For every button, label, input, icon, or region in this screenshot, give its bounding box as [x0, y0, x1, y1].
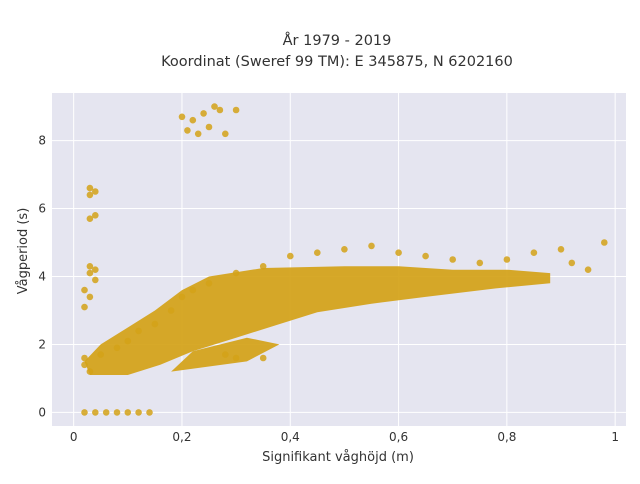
y-tick-label: 0: [38, 405, 46, 419]
data-point: [167, 307, 175, 314]
data-point: [530, 249, 538, 256]
data-point: [92, 409, 99, 416]
y-tick-label: 4: [38, 269, 46, 283]
data-point: [368, 242, 375, 250]
data-point: [476, 259, 484, 267]
data-point: [211, 103, 218, 110]
data-point: [232, 106, 240, 114]
scatter-points: [81, 103, 608, 416]
data-point: [222, 351, 229, 358]
y-tick-label: 6: [38, 202, 46, 216]
data-point: [259, 354, 267, 362]
x-axis-title: Signifikant våghöjd (m): [262, 450, 414, 465]
data-point: [86, 191, 94, 199]
data-point: [189, 116, 197, 124]
data-point: [97, 351, 104, 358]
data-point: [124, 409, 132, 416]
data-point: [102, 409, 110, 416]
plot-area: [52, 93, 626, 426]
x-tick-label: 0,6: [389, 430, 408, 444]
data-point: [81, 361, 88, 369]
data-point: [81, 409, 88, 416]
data-point: [86, 269, 94, 277]
data-point: [314, 249, 321, 256]
data-point: [151, 320, 159, 328]
data-point: [449, 256, 457, 263]
data-point: [422, 252, 429, 260]
data-point: [86, 215, 94, 222]
data-point: [216, 106, 224, 114]
point-cloud-main: [84, 266, 551, 375]
data-point: [287, 252, 294, 260]
x-tick-label: 1: [611, 430, 619, 444]
data-point: [189, 286, 197, 294]
data-point: [92, 188, 99, 195]
data-point: [259, 263, 267, 270]
data-point: [178, 293, 186, 301]
y-tick-label: 8: [38, 134, 46, 148]
data-point: [146, 409, 153, 416]
data-point: [178, 113, 186, 121]
chart-title-line2: Koordinat (Sweref 99 TM): E 345875, N 62…: [161, 54, 513, 70]
data-point: [92, 276, 99, 284]
data-point: [81, 354, 88, 362]
y-axis-title: Vågperiod (s): [16, 208, 31, 295]
data-point: [584, 266, 592, 274]
data-point: [81, 286, 88, 294]
data-point: [92, 266, 99, 274]
data-point: [81, 303, 88, 311]
tick-labels: 0 0,2 0,4 0,6 0,8 1 0 2 4 6 8: [38, 134, 619, 444]
data-point: [135, 327, 142, 335]
data-point: [135, 409, 142, 416]
data-point: [184, 127, 191, 134]
data-point: [205, 280, 213, 287]
data-point: [86, 184, 94, 192]
x-tick-label: 0,8: [497, 430, 516, 444]
data-point: [113, 409, 121, 416]
data-point: [92, 212, 99, 219]
x-tick-label: 0,4: [281, 430, 300, 444]
data-point: [568, 259, 576, 267]
data-point: [341, 246, 348, 253]
data-point: [200, 110, 207, 117]
data-point: [395, 249, 402, 256]
data-point: [205, 123, 213, 131]
x-tick-label: 0: [70, 430, 78, 444]
data-point: [503, 256, 511, 263]
y-tick-label: 2: [38, 337, 46, 351]
data-point: [86, 263, 94, 270]
data-point: [194, 130, 202, 138]
x-tick-label: 0,2: [172, 430, 191, 444]
data-point: [232, 269, 240, 277]
data-point: [222, 130, 229, 138]
data-point: [557, 246, 565, 253]
data-point: [232, 354, 240, 362]
data-point: [124, 337, 132, 345]
data-point: [601, 239, 608, 246]
chart-title-line1: År 1979 - 2019: [283, 32, 392, 49]
data-point: [86, 293, 94, 301]
data-point: [113, 344, 121, 352]
data-point: [86, 368, 94, 375]
